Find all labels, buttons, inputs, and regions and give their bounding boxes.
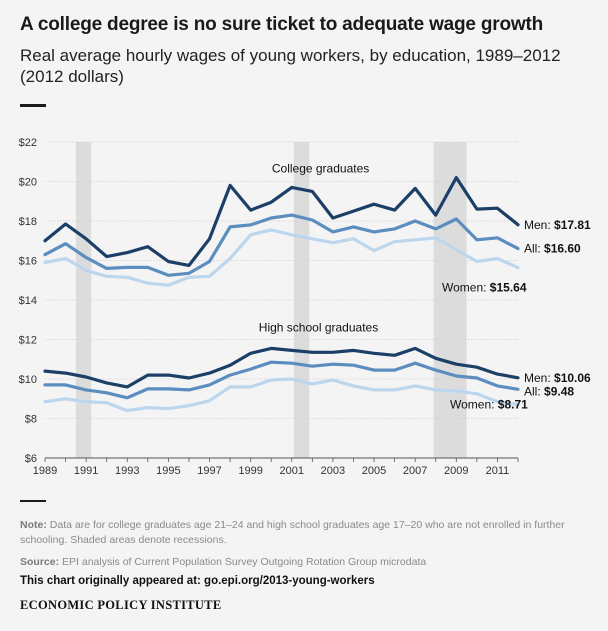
- note-label: Note:: [20, 519, 47, 531]
- end-label-highschool-men: Men: $10.06: [524, 371, 591, 385]
- title-rule: [20, 104, 46, 107]
- source-text: EPI analysis of Current Population Surve…: [62, 556, 427, 568]
- end-label-college-all: All: $16.60: [524, 242, 581, 256]
- x-tick-label: 2007: [403, 465, 427, 477]
- end-label-name: Men:: [524, 371, 554, 385]
- y-tick-label: $14: [19, 295, 37, 307]
- end-label-name: All:: [524, 384, 544, 398]
- chart-subtitle: Real average hourly wages of young worke…: [20, 46, 561, 86]
- end-label-name: Women:: [442, 281, 490, 295]
- group-label-1: High school graduates: [259, 321, 378, 335]
- series-line-college-men: [43, 175, 520, 267]
- y-tick-label: $22: [19, 137, 37, 149]
- end-label-name: Women:: [450, 397, 498, 411]
- end-label-name: Men:: [524, 218, 554, 232]
- x-tick-label: 2003: [321, 465, 345, 477]
- end-label-value: $17.81: [554, 218, 591, 232]
- series-line-college-all: [43, 213, 520, 277]
- end-label-college-women: Women: $15.64: [442, 281, 527, 295]
- appeared-at-link[interactable]: This chart originally appeared at: go.ep…: [20, 575, 375, 587]
- end-label-highschool-all: All: $9.48: [524, 384, 574, 398]
- x-tick-label: 1993: [115, 465, 139, 477]
- x-tick-label: 1989: [33, 465, 57, 477]
- x-tick-label: 1999: [238, 465, 262, 477]
- end-label-value: $10.06: [554, 371, 591, 385]
- end-label-name: All:: [524, 242, 544, 256]
- note-text: Data are for college graduates age 21–24…: [20, 519, 565, 546]
- chart-source: Source: EPI analysis of Current Populati…: [20, 556, 580, 568]
- x-tick-label: 2001: [280, 465, 304, 477]
- x-tick-label: 1997: [197, 465, 221, 477]
- series-line-highschool-all: [43, 360, 520, 400]
- end-label-college-men: Men: $17.81: [524, 218, 591, 232]
- y-tick-label: $12: [19, 335, 37, 347]
- y-tick-label: $16: [19, 256, 37, 268]
- series-line-highschool-men: [43, 346, 520, 389]
- y-tick-label: $6: [25, 453, 37, 465]
- x-tick-label: 2009: [444, 465, 468, 477]
- x-tick-label: 2011: [486, 465, 510, 477]
- series-line-highschool-women: [43, 377, 520, 413]
- group-label-0: College graduates: [272, 162, 369, 176]
- x-tick-label: 1995: [156, 465, 180, 477]
- y-tick-label: $10: [19, 374, 37, 386]
- source-label: Source:: [20, 556, 60, 568]
- end-label-value: $15.64: [490, 281, 527, 295]
- chart-note: Note: Data are for college graduates age…: [20, 518, 580, 548]
- end-label-highschool-women: Women: $8.71: [450, 397, 528, 411]
- x-tick-label: 1991: [74, 465, 98, 477]
- end-label-value: $9.48: [544, 384, 574, 398]
- chart-title: A college degree is no sure ticket to ad…: [20, 14, 543, 35]
- org-name: ECONOMIC POLICY INSTITUTE: [20, 598, 222, 612]
- y-tick-label: $18: [19, 216, 37, 228]
- end-label-value: $16.60: [544, 242, 581, 256]
- y-tick-label: $8: [25, 414, 37, 426]
- end-label-value: $8.71: [498, 397, 528, 411]
- wage-line-chart: $6 $8 $10 $12 $14 $16 $18 $20 $22 1989 1991 1993 199…: [19, 137, 591, 477]
- footer-rule: [20, 500, 46, 502]
- series-line-college-women: [43, 228, 520, 287]
- x-tick-label: 2005: [362, 465, 386, 477]
- y-tick-label: $20: [19, 177, 37, 189]
